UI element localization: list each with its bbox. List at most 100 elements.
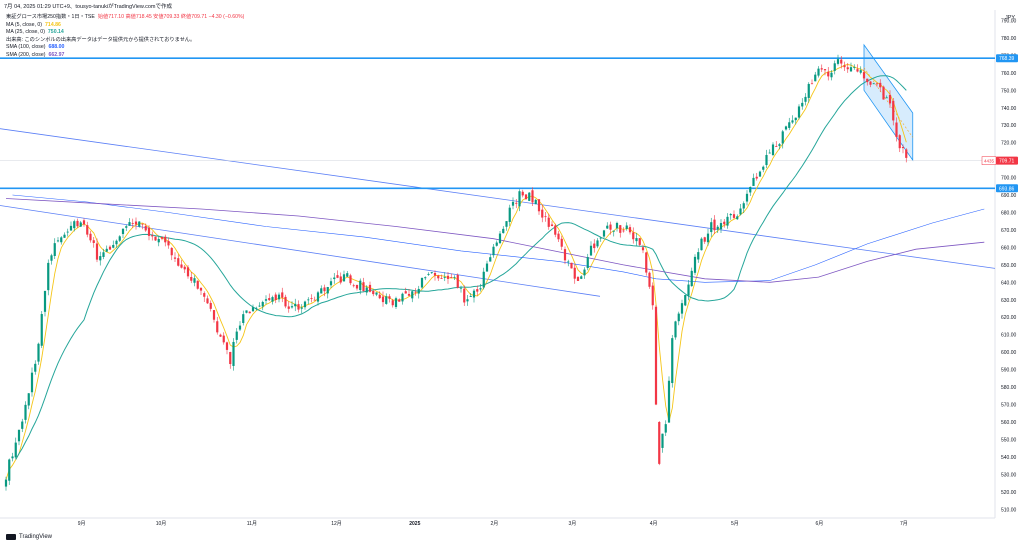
price-tick-label: 620.00 [1001,315,1017,321]
price-tick-label: 530.00 [1001,472,1017,478]
price-tick-label: 540.00 [1001,455,1017,461]
candle-body [693,256,697,273]
candle-body [404,291,407,294]
candle-body [342,274,346,282]
candle-body [346,273,349,277]
candle-body [287,306,290,309]
candle-body [869,81,872,85]
candle-body [131,222,134,224]
candle-body [856,69,859,72]
candle-body [797,106,801,118]
legend-volume[interactable]: 出来高: このシンボルの出来高データはデータ提供元から提供されておりません。 [6,37,244,45]
candle-body [547,217,550,227]
candle-body [167,240,170,246]
candle-body [875,83,879,85]
last-price-label: 709.71 [999,159,1015,165]
candle-body [11,456,14,459]
candle-body [349,275,352,284]
time-tick-label: 11月 [247,521,257,527]
candle-body [609,224,612,230]
candle-body [716,226,719,230]
candle-body [596,240,599,247]
candle-body [385,296,388,304]
candle-body [749,186,752,193]
candle-body [255,307,258,309]
candle-body [177,258,180,266]
candle-body [807,83,810,98]
candle-body [105,248,108,252]
price-axis[interactable]: 510.00 520.00 530.00 540.00 550.00 560.00 570.… [1001,18,1017,513]
time-axis[interactable]: 9月 10月 11月 12月 2025 2月 3月 4月 5月 6月 7月 [78,521,908,527]
candle-body [381,296,385,303]
candle-body [63,234,66,238]
candle-body [541,209,544,218]
candle-body [801,102,804,107]
price-tick-label: 560.00 [1001,420,1017,426]
hline-price-tag [996,54,1018,63]
candle-body [450,277,453,278]
symbol-title[interactable]: 東証グロース市場250指数・1日・TSE [6,14,95,20]
candle-body [645,252,648,273]
time-tick-label: 2月 [491,521,499,527]
price-tick-label: 660.00 [1001,245,1017,251]
price-tick-label: 720.00 [1001,141,1017,147]
candle-body [222,335,225,343]
candle-body [284,296,287,307]
candle-body [56,240,60,242]
candle-body [307,299,310,301]
candle-body [375,292,378,295]
candle-body [437,275,440,279]
candle-body [784,126,788,130]
candle-body [225,342,229,350]
candle-body [528,192,531,201]
price-tick-label: 700.00 [1001,176,1017,182]
candle-body [193,278,196,283]
candle-body [463,288,466,303]
candle-body [121,228,125,235]
legend-ma25[interactable]: MA (25, close, 0) 750.14 [6,29,244,37]
candle-body [905,149,908,158]
candle-body [726,216,729,226]
tradingview-logo[interactable]: TradingView [6,534,52,540]
candle-body [398,299,401,302]
candle-body [550,224,554,226]
candle-body [680,303,684,314]
candle-body [352,285,355,287]
candle-body [251,307,255,312]
candle-body [576,277,580,281]
candle-body [768,152,771,154]
price-tick-label: 580.00 [1001,385,1017,391]
candle-body [823,69,827,71]
candle-body [879,82,882,88]
drawings-layer [0,43,996,297]
candle-body [310,298,313,299]
legend-sma200[interactable]: SMA (200, close) 662.97 [6,52,244,60]
candle-body [502,228,505,234]
legend-sma100[interactable]: SMA (100, close) 688.00 [6,44,244,52]
candle-body [820,68,823,70]
candle-body [723,221,726,225]
candle-body [843,65,846,68]
candle-body [8,459,11,481]
candle-body [43,290,47,312]
candle-body [729,213,732,216]
candle-body [362,282,365,292]
legend-volume-label: 出来高: このシンボルの出来高データはデータ提供元から提供されておりません。 [6,36,196,43]
last-price-tag-text: 4435 [984,159,995,164]
candle-body [303,301,307,308]
legend-ma5[interactable]: MA (5, close, 0) 714.86 [6,22,244,30]
candle-body [859,70,862,73]
candle-body [40,314,43,346]
candle-body [339,276,342,283]
legend-sma200-label: SMA (200, close) [6,51,46,58]
candle-body [24,404,27,420]
candle-body [378,294,381,299]
chart-legend: 東証グロース市場250指数・1日・TSE 始値717.10 高値718.45 安… [6,14,244,60]
candle-body [817,68,820,76]
price-tick-label: 740.00 [1001,106,1017,112]
hline-price-label: 768.39 [999,56,1015,62]
candle-body [615,222,619,229]
candle-body [901,147,905,149]
